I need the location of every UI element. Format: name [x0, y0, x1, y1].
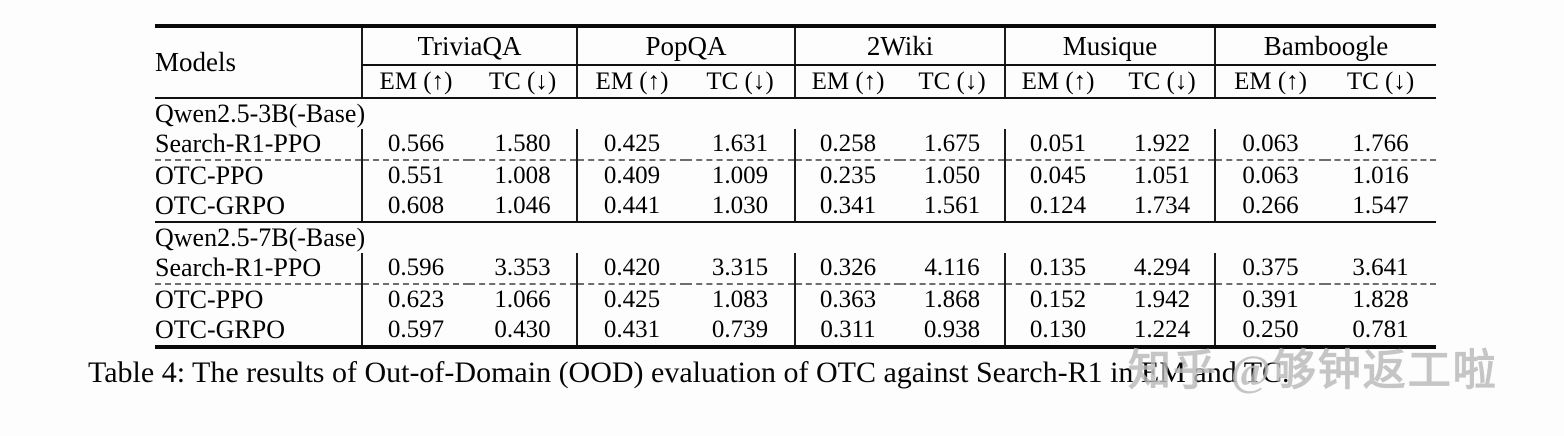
- value-cell: 0.051: [1004, 129, 1111, 161]
- value-cell: 1.016: [1352, 162, 1409, 189]
- value-cell: 0.623: [361, 284, 469, 315]
- section-header-row: Qwen2.5-7B(-Base): [155, 222, 1436, 253]
- table-row: OTC-PPO 0.623 1.066 0.425 1.083 0.363 1.…: [155, 284, 1436, 315]
- value-cell: 0.441: [576, 191, 686, 223]
- value-cell: 1.561: [900, 191, 1006, 223]
- value-cell: 1.675: [900, 129, 1006, 161]
- value-cell: 0.425: [576, 129, 686, 161]
- value-cell: 0.431: [576, 315, 686, 349]
- table-row: OTC-PPO 0.551 1.008 0.409 1.009 0.235 1.…: [155, 160, 1436, 191]
- group-header-2wiki: 2Wiki: [794, 26, 1006, 66]
- group-header-musique: Musique: [1004, 26, 1216, 66]
- value-cell: 3.641: [1325, 253, 1437, 285]
- value-cell: 0.341: [794, 191, 901, 223]
- metric-header-em: EM (↑): [361, 65, 469, 99]
- value-cell: 1.050: [923, 162, 981, 189]
- metric-header-tc: TC (↓): [469, 65, 577, 99]
- value-cell: 1.734: [1110, 191, 1216, 223]
- value-cell: 0.311: [794, 315, 901, 349]
- value-cell: 1.008: [494, 162, 551, 189]
- models-column-header: Models: [155, 26, 362, 99]
- watermark: 知乎 @够钟返工啦: [1128, 348, 1498, 395]
- value-cell: 1.942: [1133, 286, 1191, 313]
- metric-header-tc: TC (↓): [1325, 65, 1437, 99]
- group-header-triviaqa: TriviaQA: [361, 26, 577, 66]
- metric-header-tc: TC (↓): [686, 65, 796, 99]
- model-name-cell: Search-R1-PPO: [155, 253, 362, 285]
- value-cell: 0.045: [1004, 160, 1111, 191]
- group-header-bamboogle: Bamboogle: [1214, 26, 1437, 66]
- metric-header-em: EM (↑): [1004, 65, 1111, 99]
- value-cell: 1.631: [686, 129, 796, 161]
- value-cell: 0.425: [576, 284, 686, 315]
- value-cell: 1.868: [923, 286, 981, 313]
- value-cell: 0.409: [576, 160, 686, 191]
- value-cell: 0.130: [1004, 315, 1111, 349]
- group-header-row: Models TriviaQA PopQA 2Wiki Musique Bamb…: [155, 26, 1437, 99]
- value-cell: 0.551: [361, 160, 469, 191]
- table-caption: Table 4: The results of Out-of-Domain (O…: [88, 356, 1290, 389]
- section-title: Qwen2.5-3B(-Base): [155, 99, 366, 128]
- value-cell: 0.420: [576, 253, 686, 285]
- value-cell: 0.391: [1214, 284, 1326, 315]
- metric-header-em: EM (↑): [576, 65, 686, 99]
- table-row: Search-R1-PPO 0.566 1.580 0.425 1.631 0.…: [155, 129, 1437, 161]
- model-name-cell: OTC-GRPO: [155, 315, 362, 349]
- value-cell: 0.938: [900, 315, 1006, 349]
- value-cell: 1.766: [1325, 129, 1437, 161]
- model-name-cell: OTC-PPO: [155, 161, 264, 190]
- value-cell: 0.235: [794, 160, 901, 191]
- model-name-cell: Search-R1-PPO: [155, 129, 362, 161]
- value-cell: 4.294: [1110, 253, 1216, 285]
- table-row: OTC-GRPO 0.608 1.046 0.441 1.030 0.341 1…: [155, 191, 1437, 223]
- value-cell: 3.353: [469, 253, 577, 285]
- value-cell: 0.124: [1004, 191, 1111, 223]
- metric-header-tc: TC (↓): [1110, 65, 1216, 99]
- metric-header-tc: TC (↓): [900, 65, 1006, 99]
- value-cell: 1.046: [469, 191, 577, 223]
- value-cell: 0.363: [794, 284, 901, 315]
- value-cell: 1.066: [494, 286, 551, 313]
- value-cell: 1.083: [711, 286, 769, 313]
- value-cell: 0.266: [1214, 191, 1326, 223]
- value-cell: 0.375: [1214, 253, 1326, 285]
- value-cell: 1.009: [711, 162, 769, 189]
- value-cell: 0.608: [361, 191, 469, 223]
- value-cell: 4.116: [900, 253, 1006, 285]
- results-table-container: Models TriviaQA PopQA 2Wiki Musique Bamb…: [155, 24, 1437, 349]
- value-cell: 0.566: [361, 129, 469, 161]
- section-header-row: Qwen2.5-3B(-Base): [155, 98, 1436, 129]
- group-header-popqa: PopQA: [575, 26, 796, 66]
- value-cell: 0.135: [1004, 253, 1111, 285]
- value-cell: 1.224: [1110, 315, 1216, 349]
- model-name-cell: OTC-GRPO: [155, 191, 362, 223]
- metric-header-em: EM (↑): [794, 65, 901, 99]
- value-cell: 3.315: [686, 253, 796, 285]
- value-cell: 0.152: [1004, 284, 1111, 315]
- value-cell: 1.547: [1325, 191, 1437, 223]
- value-cell: 0.430: [469, 315, 577, 349]
- value-cell: 0.596: [361, 253, 469, 285]
- value-cell: 1.051: [1133, 162, 1191, 189]
- model-name-cell: OTC-PPO: [155, 285, 264, 314]
- value-cell: 0.063: [1214, 129, 1326, 161]
- value-cell: 0.326: [794, 253, 901, 285]
- value-cell: 1.922: [1110, 129, 1216, 161]
- section-title: Qwen2.5-7B(-Base): [155, 223, 366, 252]
- table-row: Search-R1-PPO 0.596 3.353 0.420 3.315 0.…: [155, 253, 1437, 285]
- metric-header-row: EM (↑) TC (↓) EM (↑) TC (↓) EM (↑) TC (↓…: [155, 65, 1437, 99]
- value-cell: 0.250: [1214, 315, 1326, 349]
- value-cell: 0.781: [1325, 315, 1437, 349]
- value-cell: 0.063: [1214, 160, 1326, 191]
- value-cell: 1.828: [1352, 286, 1409, 313]
- value-cell: 0.739: [686, 315, 796, 349]
- value-cell: 1.580: [469, 129, 577, 161]
- value-cell: 0.258: [794, 129, 901, 161]
- metric-header-em: EM (↑): [1214, 65, 1326, 99]
- value-cell: 1.030: [686, 191, 796, 223]
- table-row: OTC-GRPO 0.597 0.430 0.431 0.739 0.311 0…: [155, 315, 1437, 349]
- value-cell: 0.597: [361, 315, 469, 349]
- results-table: Models TriviaQA PopQA 2Wiki Musique Bamb…: [155, 24, 1437, 349]
